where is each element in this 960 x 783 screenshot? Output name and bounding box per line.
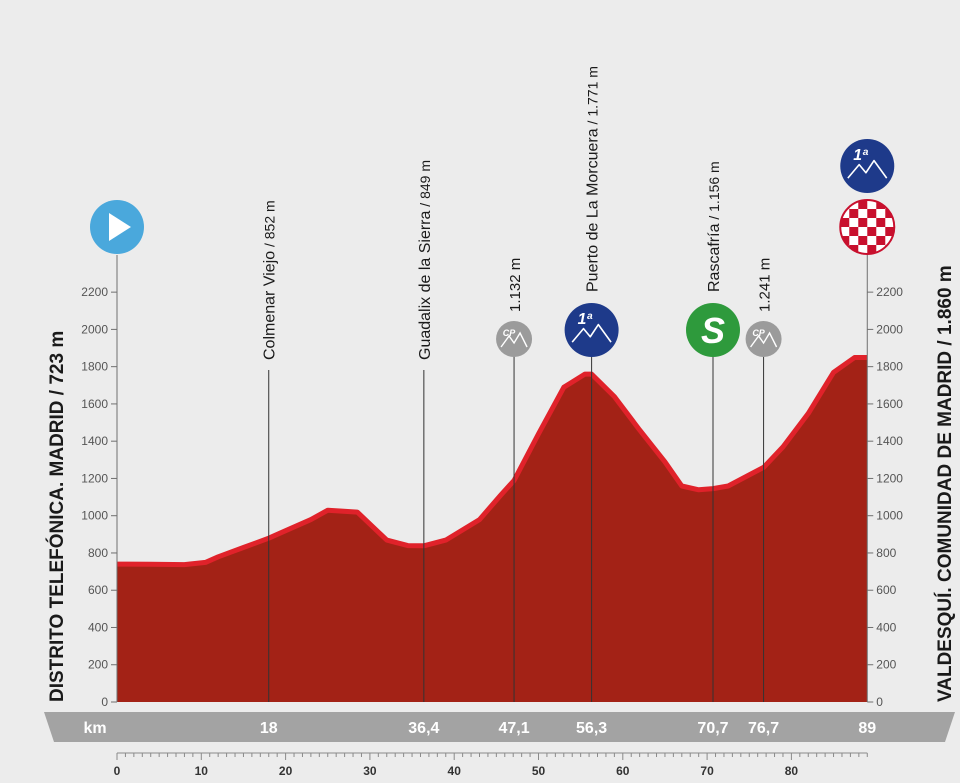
checker-square bbox=[867, 245, 877, 254]
km-band-mark: 70,7 bbox=[697, 720, 728, 737]
y-tick-label-left: 1800 bbox=[81, 360, 108, 374]
finish-kom-icon: 1ª bbox=[840, 139, 895, 193]
kom-icon-peaks bbox=[571, 323, 612, 343]
y-tick-label-right: 1400 bbox=[876, 434, 903, 448]
checkpoint-icon: CP bbox=[496, 321, 533, 357]
point-altitude-label: 1.241 m bbox=[757, 258, 774, 312]
checker-square bbox=[867, 209, 877, 218]
kom-icon: 1ª bbox=[564, 303, 619, 357]
checkpoint-icon: CP bbox=[745, 321, 782, 357]
x-tick-label: 0 bbox=[114, 764, 121, 778]
checker-square bbox=[849, 209, 859, 218]
x-tick-label: 70 bbox=[700, 764, 714, 778]
y-tick-label-left: 400 bbox=[88, 620, 108, 634]
point-label: Rascafría / 1.156 m bbox=[706, 161, 723, 292]
kom-icon-circle bbox=[564, 303, 619, 357]
km-band-mark: 18 bbox=[260, 720, 278, 737]
finish-flag-icon bbox=[839, 199, 896, 255]
x-tick-label: 60 bbox=[616, 764, 630, 778]
checker-square bbox=[867, 227, 877, 236]
y-tick-label-right: 1000 bbox=[876, 509, 903, 523]
checker-square bbox=[858, 200, 868, 209]
finish-kom-icon-text: 1ª bbox=[853, 147, 869, 164]
km-band-mark: 36,4 bbox=[408, 720, 439, 737]
checker-square bbox=[858, 236, 868, 245]
y-tick-label-right: 800 bbox=[876, 546, 896, 560]
km-band-mark: 47,1 bbox=[498, 720, 529, 737]
point-altitude: / 852 m bbox=[262, 200, 278, 251]
y-tick-label-left: 600 bbox=[88, 583, 108, 597]
y-tick-label-right: 200 bbox=[876, 658, 896, 672]
y-tick-label-left: 1200 bbox=[81, 471, 108, 485]
y-tick-label-left: 200 bbox=[88, 658, 108, 672]
point-altitude: / 1.156 m bbox=[706, 161, 722, 223]
km-band-mark: 76,7 bbox=[748, 720, 779, 737]
finish-flag-ring bbox=[839, 199, 896, 255]
finish-kom-icon-peaks bbox=[847, 159, 888, 179]
point-altitude: / 849 m bbox=[417, 160, 433, 211]
y-tick-label-right: 0 bbox=[876, 695, 883, 709]
kom-icon-text: 1ª bbox=[578, 311, 594, 328]
checkpoint-icon-peaks bbox=[750, 331, 778, 348]
finish-label: VALDESQUÍ. COMUNIDAD DE MADRID / 1.860 m bbox=[934, 265, 956, 702]
play-triangle-icon bbox=[109, 213, 131, 241]
checkpoint-icon-text: CP bbox=[503, 328, 516, 338]
profile-area bbox=[117, 355, 868, 702]
y-tick-label-left: 1000 bbox=[81, 509, 108, 523]
sprint-icon-text: S bbox=[701, 310, 725, 351]
y-tick-label-right: 2000 bbox=[876, 322, 903, 336]
x-tick-label: 50 bbox=[532, 764, 546, 778]
point-name: Guadalix de la Sierra bbox=[417, 210, 434, 360]
start-label: DISTRITO TELEFÓNICA. MADRID / 723 m bbox=[46, 331, 68, 702]
checker-square bbox=[876, 218, 886, 227]
point-name: Rascafría bbox=[706, 223, 723, 292]
point-altitude: / 1.771 m bbox=[585, 66, 601, 128]
checkpoint-icon-text: CP bbox=[752, 328, 765, 338]
start-icon bbox=[90, 200, 144, 254]
point-label: Puerto de La Morcuera / 1.771 m bbox=[585, 66, 602, 292]
x-tick-label: 80 bbox=[785, 764, 799, 778]
point-altitude-label: 1.132 m bbox=[507, 258, 524, 312]
checkpoint-icon-circle bbox=[745, 321, 782, 357]
checker-square bbox=[876, 236, 886, 245]
x-tick-label: 10 bbox=[195, 764, 209, 778]
x-tick-label: 30 bbox=[363, 764, 377, 778]
y-tick-label-right: 400 bbox=[876, 620, 896, 634]
km-band bbox=[44, 712, 955, 742]
y-tick-label-right: 600 bbox=[876, 583, 896, 597]
point-label: Guadalix de la Sierra / 849 m bbox=[417, 160, 434, 360]
point-label: Colmenar Viejo / 852 m bbox=[262, 200, 279, 360]
y-tick-label-left: 2000 bbox=[81, 322, 108, 336]
checkpoint-icon-circle bbox=[496, 321, 533, 357]
y-tick-label-left: 2200 bbox=[81, 285, 108, 299]
checker-square bbox=[885, 227, 895, 236]
sprint-icon-circle bbox=[686, 303, 741, 357]
checker-square bbox=[849, 227, 859, 236]
y-tick-label-right: 2200 bbox=[876, 285, 903, 299]
y-tick-label-right: 1200 bbox=[876, 471, 903, 485]
finish-kom-icon-circle bbox=[840, 139, 895, 193]
sprint-icon: S bbox=[686, 303, 741, 357]
y-tick-label-left: 0 bbox=[101, 695, 108, 709]
y-tick-label-left: 1400 bbox=[81, 434, 108, 448]
x-tick-label: 40 bbox=[448, 764, 462, 778]
checkpoint-icon-peaks bbox=[500, 331, 528, 348]
point-name: Colmenar Viejo bbox=[262, 251, 279, 360]
x-tick-label: 20 bbox=[279, 764, 293, 778]
km-band-mark: 56,3 bbox=[576, 720, 607, 737]
profile-ridge-line bbox=[116, 355, 868, 568]
y-tick-label-left: 800 bbox=[88, 546, 108, 560]
checker-square bbox=[858, 218, 868, 227]
km-band-label: km bbox=[83, 720, 106, 737]
y-tick-label-left: 1600 bbox=[81, 397, 108, 411]
y-tick-label-right: 1600 bbox=[876, 397, 903, 411]
point-name: Puerto de La Morcuera bbox=[585, 128, 602, 292]
y-tick-label-right: 1800 bbox=[876, 360, 903, 374]
checker-square bbox=[840, 218, 850, 227]
km-band-mark: 89 bbox=[858, 720, 876, 737]
